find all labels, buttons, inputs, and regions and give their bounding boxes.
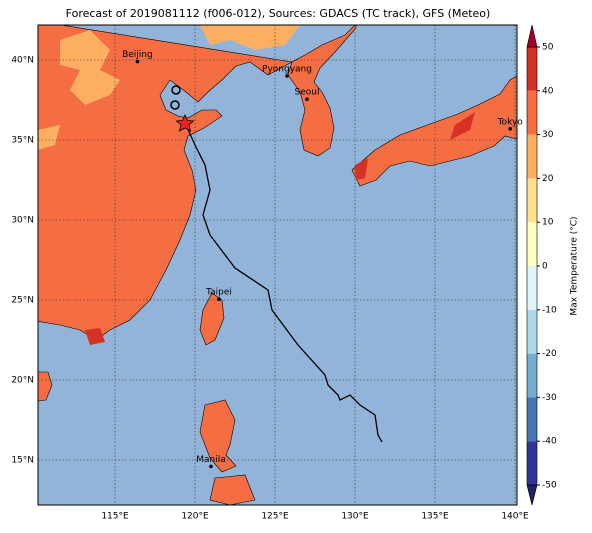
colorbar-label: Max Temperature (°C)	[570, 216, 580, 315]
colorbar-band	[527, 47, 537, 91]
lat-tick-label: 15°N	[11, 456, 34, 466]
colorbar-tick-label: 0	[542, 262, 548, 272]
lat-tick-label: 30°N	[11, 216, 34, 226]
lon-tick-label: 140°E	[501, 512, 529, 522]
title: Forecast of 2019081112 (f006-012), Sourc…	[66, 7, 491, 20]
city-label: Beijing	[122, 50, 153, 60]
hainan	[38, 371, 53, 402]
city-label: Seoul	[295, 88, 320, 98]
lon-tick-label: 125°E	[261, 512, 289, 522]
colorbar-band	[527, 441, 537, 485]
mainland	[287, 25, 357, 157]
japan	[351, 75, 517, 187]
city-dot	[285, 74, 289, 78]
city-dot	[508, 127, 512, 131]
lon-tick-label: 135°E	[421, 512, 449, 522]
marker	[171, 85, 181, 95]
city-dot	[209, 464, 213, 469]
colorbar-tick-label: -20	[542, 349, 557, 359]
lon-tick-label: 130°E	[341, 512, 369, 522]
marker	[170, 100, 180, 110]
lat-tick-label: 20°N	[11, 376, 34, 386]
colorbar-tick-label: -30	[542, 393, 557, 403]
storm-position	[175, 114, 195, 132]
lat-tick-label: 40°N	[11, 56, 34, 66]
lon-tick-label: 120°E	[181, 512, 209, 522]
city-dot	[305, 97, 309, 101]
lat-tick-label: 35°N	[11, 136, 34, 146]
colorbar-tick-label: 10	[542, 218, 554, 228]
colorbar-tick-label: 30	[542, 130, 554, 140]
colorbar-tick-label: -40	[542, 437, 557, 447]
warm-area	[60, 30, 120, 105]
china-coast	[38, 25, 293, 341]
land	[38, 25, 517, 505]
map-frame	[37, 24, 518, 506]
hot-area	[85, 328, 105, 345]
lat-tick-label: 25°N	[11, 296, 34, 306]
colorbar-band	[527, 266, 537, 310]
colorbar-tick-label: -50	[542, 481, 557, 491]
city-label: Tokyo	[497, 117, 524, 127]
colorbar-tick-label: 20	[542, 174, 554, 184]
luzon	[199, 399, 237, 473]
hot-area	[355, 158, 368, 180]
taiwan	[199, 292, 225, 346]
colorbar-band	[527, 90, 537, 135]
colorbar: -50 -40 -30 -20 -10 0 10 20 30 40 50 Max Temperatur…	[526, 24, 580, 506]
colorbar-band	[527, 353, 537, 398]
colorbar-over	[526, 24, 538, 48]
colorbar-tick-label: 40	[542, 86, 554, 96]
storm-track	[184, 122, 383, 443]
city-label: Pyongyang	[262, 65, 312, 75]
city-dot	[135, 59, 140, 64]
colorbar-tick-label: 50	[542, 43, 554, 53]
lon-tick-label: 115°E	[101, 512, 129, 522]
colorbar-tick-label: -10	[542, 305, 557, 315]
colorbar-band	[527, 222, 537, 266]
colorbar-under	[526, 484, 538, 506]
graticule	[38, 25, 517, 505]
colorbar-band	[527, 134, 537, 179]
hot-area	[450, 112, 475, 140]
city-label: Manila	[196, 455, 226, 465]
visayas	[209, 474, 256, 505]
colorbar-band	[527, 309, 537, 354]
city-dot	[217, 297, 221, 302]
colorbar-band	[527, 397, 537, 442]
city-label: Taipei	[205, 288, 232, 298]
colorbar-band	[527, 178, 537, 223]
warm-area	[38, 125, 60, 150]
